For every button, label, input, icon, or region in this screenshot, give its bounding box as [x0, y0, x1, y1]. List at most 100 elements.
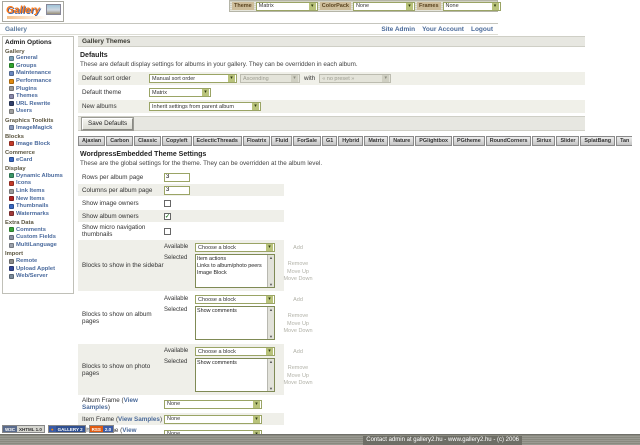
sidebar-item-plugins[interactable]: Plugins: [5, 85, 73, 93]
tab-splatbang[interactable]: SplatBang: [580, 136, 616, 146]
scrollbar[interactable]: [267, 255, 274, 287]
sidebar-available-block-select[interactable]: Choose a block: [195, 243, 275, 252]
sidebar-item-users[interactable]: Users: [5, 108, 73, 116]
cols-per-page-input[interactable]: [164, 185, 190, 195]
album-frame-select[interactable]: None: [164, 399, 262, 409]
theme-chooser-select[interactable]: Matrix: [255, 1, 318, 11]
scrollbar[interactable]: [267, 359, 274, 391]
list-option[interactable]: Show comments: [197, 308, 237, 314]
tab-pgtheme[interactable]: PGtheme: [453, 136, 485, 146]
tab-siriux[interactable]: Siriux: [532, 136, 556, 146]
breadcrumb[interactable]: Gallery: [5, 25, 28, 33]
rows-per-page-input[interactable]: [164, 172, 190, 182]
tab-fluid[interactable]: Fluid: [271, 136, 293, 146]
sidebar-selected-blocks-list[interactable]: Item actions Links to album/photo peers Im…: [195, 254, 275, 288]
tab-carbon[interactable]: Carbon: [106, 136, 134, 146]
sidebar-item-groups[interactable]: Groups: [5, 62, 73, 70]
sidebar-item-imagemagick[interactable]: ImageMagick: [5, 124, 73, 132]
default-sort-order-select[interactable]: Manual sort order: [149, 74, 237, 83]
scroll-down-icon[interactable]: [268, 386, 274, 391]
theme-chooser-bar: Theme Matrix ColorPack None Frames None: [229, 0, 501, 12]
header-link-your-account[interactable]: Your Account: [422, 25, 464, 33]
sidebar-item-custom-fields[interactable]: Custom Fields: [5, 234, 73, 242]
tab-classic[interactable]: Classic: [134, 136, 161, 146]
sidebar-item-label: Plugins: [16, 85, 37, 92]
tab-tan[interactable]: Tan: [616, 136, 632, 146]
sidebar-item-label: MultiLanguage: [16, 242, 57, 249]
sidebar-item-performance[interactable]: Performance: [5, 77, 73, 85]
sidebar-section-gallery: Gallery: [5, 48, 25, 55]
show-micro-nav-checkbox[interactable]: [164, 227, 171, 235]
list-option[interactable]: Links to album/photo peers: [197, 262, 262, 269]
sidebar-item-thumbnails[interactable]: Thumbnails: [5, 202, 73, 210]
header-link-site-admin[interactable]: Site Admin: [381, 25, 416, 33]
tab-nature[interactable]: Nature: [389, 136, 415, 146]
tab-slider[interactable]: Slider: [556, 136, 580, 146]
tab-floatrix[interactable]: Floatrix: [242, 136, 271, 146]
scroll-down-icon[interactable]: [268, 334, 274, 339]
sidebar-title: Admin Options: [5, 39, 52, 46]
list-option[interactable]: Image Block: [197, 269, 227, 276]
tab-eclecticthreads[interactable]: EclecticThreads: [192, 136, 242, 146]
selected-label: Selected: [164, 359, 188, 365]
tab-ajaxian[interactable]: Ajaxian: [78, 136, 106, 146]
tab-matrix[interactable]: Matrix: [364, 136, 389, 146]
scroll-up-icon[interactable]: [268, 359, 274, 364]
sidebar-item-themes[interactable]: Themes: [5, 92, 73, 100]
sidebar-item-dynamic-albums[interactable]: Dynamic Albums: [5, 172, 73, 180]
validation-badge[interactable]: RSS 2.0: [88, 425, 115, 433]
list-option[interactable]: Show comments: [197, 360, 237, 366]
default-theme-select[interactable]: Matrix: [149, 88, 211, 97]
sidebar-item-ecard[interactable]: eCard: [5, 156, 73, 164]
sidebar-item-upload-applet[interactable]: Upload Applet: [5, 265, 73, 273]
dropdown-arrow-icon: [382, 75, 390, 82]
album-selected-blocks-list[interactable]: Show comments: [195, 306, 275, 340]
scroll-down-icon[interactable]: [268, 282, 274, 287]
validation-badge[interactable]: W3C XHTML 1.0: [2, 425, 45, 433]
defaults-description: These are default display settings for a…: [80, 61, 358, 68]
sidebar-item-watermarks[interactable]: Watermarks: [5, 210, 73, 218]
with-label: with: [304, 75, 316, 82]
show-album-owners-checkbox[interactable]: [164, 212, 171, 220]
sidebar-item-comments[interactable]: Comments: [5, 226, 73, 234]
item-frame-view-samples-link[interactable]: View Samples: [118, 415, 160, 423]
colorpack-select[interactable]: None: [352, 1, 415, 11]
sidebar-item-web-server[interactable]: Web/Server: [5, 273, 73, 281]
scroll-up-icon[interactable]: [268, 307, 274, 312]
scrollbar[interactable]: [267, 307, 274, 339]
sidebar-item-multilanguage[interactable]: MultiLanguage: [5, 241, 73, 249]
sidebar-item-url-rewrite[interactable]: URL Rewrite: [5, 100, 73, 108]
header-links: Site Admin Your Account Logout: [381, 26, 493, 33]
list-option[interactable]: Item actions: [197, 256, 227, 262]
sidebar-item-link-items[interactable]: Link Items: [5, 187, 73, 195]
sidebar-item-icons[interactable]: Icons: [5, 180, 73, 188]
header-nav: Gallery Site Admin Your Account Logout: [0, 23, 498, 35]
new-albums-select[interactable]: Inherit settings from parent album: [149, 102, 261, 111]
tab-forsale[interactable]: ForSale: [293, 136, 322, 146]
tab-roundcorners[interactable]: RoundCorners: [485, 136, 532, 146]
save-defaults-button[interactable]: Save Defaults: [80, 116, 135, 131]
scroll-up-icon[interactable]: [268, 255, 274, 260]
tab-pglightbox[interactable]: PGlightbox: [415, 136, 453, 146]
sidebar-item-maintenance[interactable]: Maintenance: [5, 70, 73, 78]
album-available-block-select[interactable]: Choose a block: [195, 295, 275, 304]
header-link-logout[interactable]: Logout: [470, 25, 493, 33]
photo-available-block-select[interactable]: Choose a block: [195, 347, 275, 356]
tab-g1[interactable]: G1: [322, 136, 338, 146]
sidebar-item-remote[interactable]: Remote: [5, 257, 73, 265]
gallery-logo[interactable]: Gallery: [2, 1, 64, 22]
photo-selected-blocks-list[interactable]: Show comments: [195, 358, 275, 392]
tab-copyleft[interactable]: Copyleft: [161, 136, 192, 146]
sidebar-item-new-items[interactable]: New Items: [5, 195, 73, 203]
tab-hybrid[interactable]: Hybrid: [338, 136, 364, 146]
frames-select[interactable]: None: [442, 1, 501, 11]
photo-remove-action: Remove: [287, 365, 309, 371]
album-frame-view-samples-link[interactable]: View Samples: [82, 397, 138, 411]
validation-badge[interactable]: ● GALLERY 2: [47, 425, 86, 433]
show-image-owners-checkbox[interactable]: [164, 199, 171, 207]
imagemagick-icon: [9, 125, 14, 131]
sidebar-item-label: Groups: [16, 62, 37, 69]
sidebar-item-general[interactable]: General: [5, 55, 73, 63]
item-frame-select[interactable]: None: [164, 414, 262, 424]
sidebar-item-image-block[interactable]: Image Block: [5, 140, 73, 148]
